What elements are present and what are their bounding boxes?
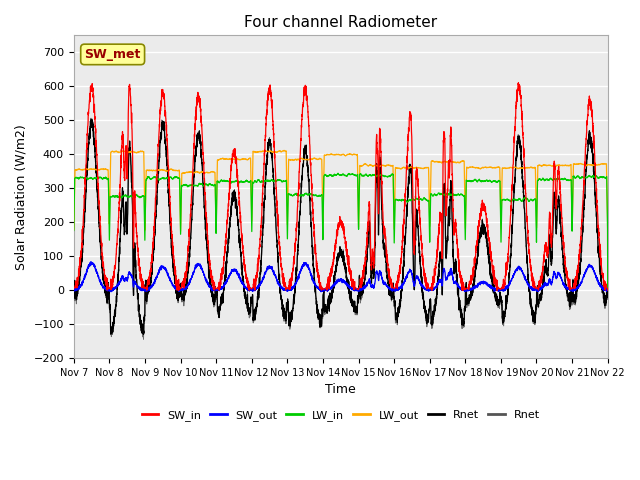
Title: Four channel Radiometer: Four channel Radiometer	[244, 15, 437, 30]
Y-axis label: Solar Radiation (W/m2): Solar Radiation (W/m2)	[15, 124, 28, 270]
X-axis label: Time: Time	[325, 383, 356, 396]
Legend: SW_in, SW_out, LW_in, LW_out, Rnet, Rnet: SW_in, SW_out, LW_in, LW_out, Rnet, Rnet	[137, 406, 544, 425]
Text: SW_met: SW_met	[84, 48, 141, 61]
